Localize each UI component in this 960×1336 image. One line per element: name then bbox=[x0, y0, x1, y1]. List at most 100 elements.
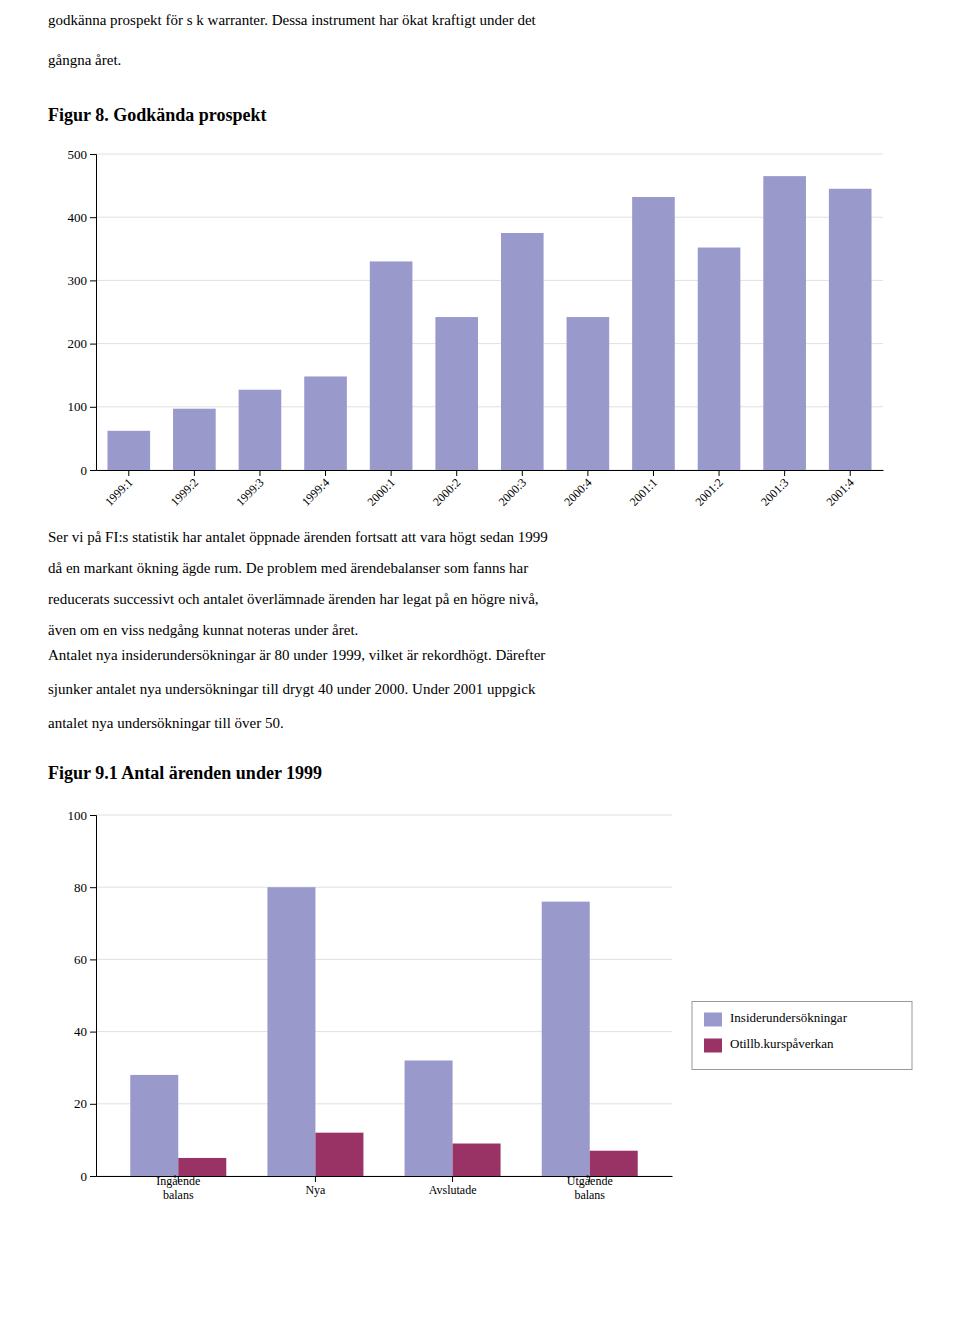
tick: 2001:2 bbox=[692, 470, 725, 509]
body-text: även om en viss nedgång kunnat noteras u… bbox=[48, 622, 358, 638]
tick-label: 2000:2 bbox=[430, 475, 463, 508]
tick-mark bbox=[90, 154, 96, 155]
legend: Insiderundersökningar Otillb.kurspåverkan bbox=[692, 1002, 912, 1070]
bar bbox=[698, 248, 741, 470]
tick-mark bbox=[90, 217, 96, 218]
tick: 1999:3 bbox=[233, 470, 266, 509]
bar-series bbox=[130, 887, 589, 1176]
tick: 200 bbox=[68, 336, 97, 351]
tick-label: 2000:3 bbox=[496, 475, 529, 508]
tick-mark bbox=[90, 1176, 96, 1177]
tick: 1999:2 bbox=[168, 470, 201, 509]
grid bbox=[96, 815, 672, 1176]
tick-mark bbox=[90, 815, 96, 816]
tick-mark bbox=[90, 1032, 96, 1033]
tick-mark bbox=[587, 470, 588, 476]
tick-label: 100 bbox=[68, 399, 88, 414]
tick: 300 bbox=[68, 273, 97, 288]
tick-mark bbox=[259, 470, 260, 476]
tick-mark bbox=[90, 959, 96, 960]
tick-label: 400 bbox=[68, 210, 88, 225]
bar bbox=[632, 197, 675, 470]
bar bbox=[435, 317, 478, 470]
chart-title: Figur 9.1 Antal ärenden under 1999 bbox=[48, 763, 322, 783]
tick-mark bbox=[452, 1176, 453, 1182]
tick: 2001:4 bbox=[824, 470, 857, 509]
axis-line bbox=[90, 155, 97, 471]
tick-mark bbox=[315, 1176, 316, 1182]
bar-series bbox=[178, 1133, 637, 1176]
tick-label: 2001:3 bbox=[758, 475, 791, 508]
body-text: sjunker antalet nya undersökningar till … bbox=[48, 681, 536, 697]
bar bbox=[370, 261, 413, 470]
tick-mark bbox=[522, 470, 523, 476]
tick-label-line: balans bbox=[574, 1188, 605, 1202]
tick: Avslutade bbox=[429, 1176, 477, 1197]
tick: 500 bbox=[68, 147, 97, 162]
tick: 2000:3 bbox=[496, 470, 529, 509]
bar bbox=[453, 1144, 501, 1176]
tick: 60 bbox=[74, 952, 96, 967]
bar bbox=[567, 317, 610, 470]
bar bbox=[501, 233, 544, 470]
bar bbox=[315, 1133, 363, 1176]
tick-mark bbox=[90, 280, 96, 281]
body-text: Ser vi på FI:s statistik har antalet öpp… bbox=[48, 529, 548, 545]
bar bbox=[239, 390, 282, 470]
tick-label: 500 bbox=[68, 147, 88, 162]
grid bbox=[96, 154, 883, 470]
tick-mark bbox=[850, 470, 851, 476]
body-text: antalet nya undersökningar till över 50. bbox=[48, 715, 284, 731]
tick: 40 bbox=[74, 1024, 96, 1039]
tick-label: 1999:2 bbox=[168, 475, 201, 508]
legend-item: Otillb.kurspåverkan bbox=[704, 1036, 834, 1052]
chart: Figur 9.1 Antal ärenden under 1999 Ingåen… bbox=[48, 763, 912, 1202]
tick-label-line: balans bbox=[163, 1188, 194, 1202]
tick-mark bbox=[653, 470, 654, 476]
grid-line bbox=[96, 154, 883, 155]
tick-mark bbox=[719, 470, 720, 476]
tick: 100 bbox=[68, 808, 97, 823]
tick: 2000:4 bbox=[561, 470, 594, 509]
bar bbox=[763, 176, 806, 470]
tick-label: 80 bbox=[74, 880, 87, 895]
bar bbox=[405, 1060, 453, 1176]
body-text: gångna året. bbox=[48, 52, 121, 68]
bar bbox=[267, 887, 315, 1176]
bar bbox=[130, 1075, 178, 1176]
tick: 2000:1 bbox=[364, 470, 397, 509]
chart-title: Figur 8. Godkända prospekt bbox=[48, 105, 266, 125]
tick: 0 bbox=[81, 463, 97, 478]
tick-mark bbox=[90, 1104, 96, 1105]
tick-mark bbox=[90, 407, 96, 408]
tick: 100 bbox=[68, 399, 97, 414]
tick: 0 bbox=[81, 1169, 97, 1184]
tick: 20 bbox=[74, 1096, 96, 1111]
tick-label: 40 bbox=[74, 1024, 87, 1039]
body-text: reducerats successivt och antalet överlä… bbox=[48, 591, 539, 607]
y-axis: 0 20 40 60 80 100 bbox=[68, 808, 97, 1184]
tick-label: 1999:1 bbox=[102, 475, 135, 508]
tick: 400 bbox=[68, 210, 97, 225]
tick: 2001:1 bbox=[627, 470, 660, 509]
tick-label-line: Utgående bbox=[567, 1174, 613, 1188]
tick-label: 2001:2 bbox=[692, 475, 725, 508]
legend-item: Insiderundersökningar bbox=[704, 1010, 848, 1026]
chart: Figur 8. Godkända prospekt 1999:1 1999:2 19… bbox=[48, 105, 884, 509]
paragraph: Ser vi på FI:s statistik har antalet öpp… bbox=[48, 529, 548, 638]
tick: 1999:1 bbox=[102, 470, 135, 509]
tick-label: 100 bbox=[68, 808, 88, 823]
grid-line bbox=[96, 815, 672, 816]
bar bbox=[173, 409, 216, 470]
tick-label: 2000:1 bbox=[364, 475, 397, 508]
tick-mark bbox=[194, 470, 195, 476]
tick-mark bbox=[784, 470, 785, 476]
marks bbox=[130, 887, 637, 1176]
bar bbox=[107, 431, 150, 470]
bar bbox=[829, 189, 872, 470]
tick-mark bbox=[90, 887, 96, 888]
axis-line bbox=[97, 470, 884, 471]
tick: Ingåendebalans bbox=[156, 1174, 200, 1202]
x-axis: IngåendebalansNyaAvslutadeUtgåendebalans bbox=[97, 1174, 673, 1202]
legend-swatch bbox=[704, 1013, 722, 1027]
